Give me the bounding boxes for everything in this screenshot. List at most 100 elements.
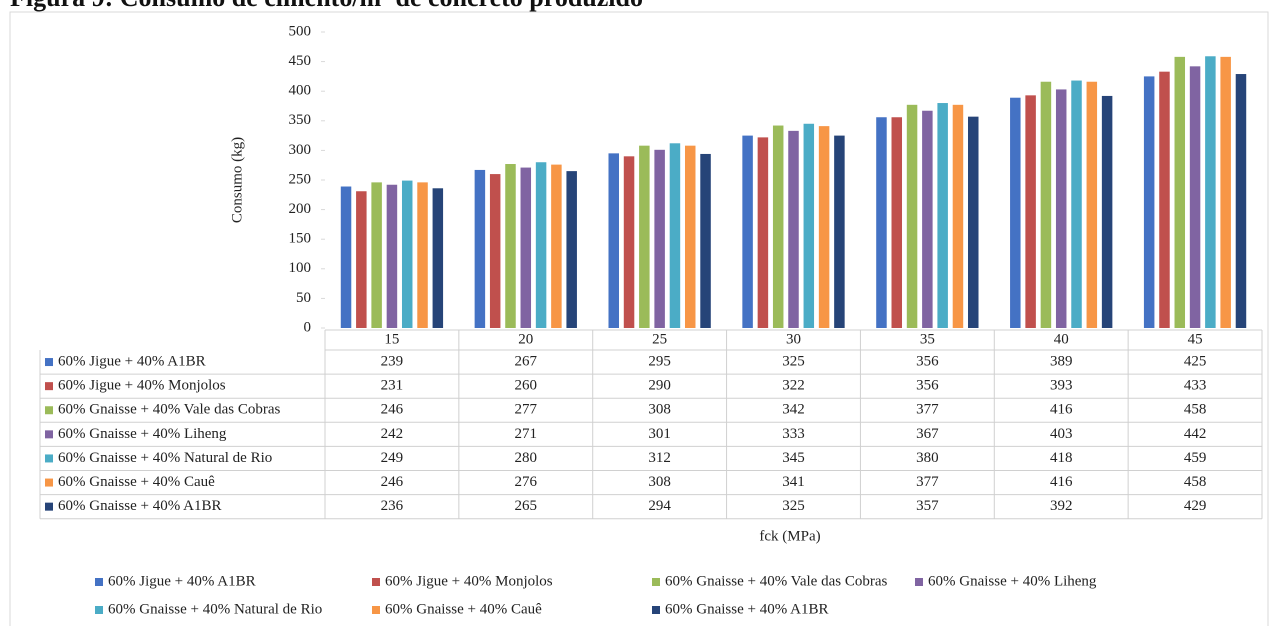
legend-key bbox=[45, 430, 53, 439]
table-value: 392 bbox=[1050, 498, 1073, 514]
table-value: 345 bbox=[782, 450, 805, 466]
table-row-label: 60% Jigue + 40% Monjolos bbox=[58, 378, 226, 394]
x-tick-label: 25 bbox=[652, 331, 667, 347]
bar bbox=[788, 130, 799, 328]
legend-key bbox=[372, 578, 380, 586]
table-value: 242 bbox=[381, 426, 404, 442]
bar bbox=[608, 153, 619, 328]
bar bbox=[505, 164, 516, 328]
table-value: 295 bbox=[648, 353, 671, 369]
table-value: 459 bbox=[1184, 450, 1207, 466]
table-value: 429 bbox=[1184, 498, 1207, 514]
bar bbox=[876, 117, 887, 328]
bar bbox=[623, 156, 635, 328]
table-value: 325 bbox=[782, 498, 805, 514]
table-value: 433 bbox=[1184, 378, 1207, 394]
legend-label: 60% Gnaisse + 40% Natural de Rio bbox=[108, 601, 322, 617]
bar bbox=[669, 143, 681, 328]
table-value: 458 bbox=[1184, 474, 1207, 490]
table-row-label: 60% Gnaisse + 40% Natural de Rio bbox=[58, 450, 272, 466]
table-row-label: 60% Gnaisse + 40% Cauê bbox=[58, 474, 215, 490]
bar bbox=[401, 180, 413, 328]
bar bbox=[968, 116, 979, 328]
table-value: 308 bbox=[648, 474, 671, 490]
legend-key bbox=[372, 606, 380, 614]
bar bbox=[1086, 81, 1098, 328]
table-value: 356 bbox=[916, 353, 939, 369]
y-tick-label: 50 bbox=[296, 290, 311, 306]
legend-key bbox=[45, 406, 53, 415]
x-tick-label: 20 bbox=[518, 331, 533, 347]
legend-key bbox=[95, 578, 103, 586]
y-tick-label: 450 bbox=[289, 53, 312, 69]
bar bbox=[639, 145, 650, 328]
table-value: 280 bbox=[515, 450, 538, 466]
table-value: 418 bbox=[1050, 450, 1073, 466]
table-value: 249 bbox=[381, 450, 404, 466]
bar bbox=[1174, 56, 1186, 328]
y-axis-title: Consumo (kg) bbox=[229, 137, 245, 223]
y-tick-label: 250 bbox=[289, 171, 312, 187]
table-value: 325 bbox=[782, 353, 805, 369]
bar bbox=[1189, 66, 1201, 328]
bar bbox=[566, 171, 577, 328]
bar bbox=[684, 145, 696, 328]
legend-key bbox=[45, 478, 53, 487]
bar bbox=[1235, 74, 1247, 328]
bar bbox=[1071, 80, 1082, 328]
bar bbox=[952, 104, 964, 328]
bar bbox=[700, 153, 711, 328]
bar bbox=[922, 110, 933, 329]
table-value: 322 bbox=[782, 378, 805, 394]
table-value: 231 bbox=[381, 378, 404, 394]
legend-key bbox=[45, 454, 53, 463]
table-row-label: 60% Jigue + 40% A1BR bbox=[58, 353, 206, 369]
bar bbox=[432, 188, 444, 328]
bar bbox=[551, 164, 562, 328]
table-value: 356 bbox=[916, 378, 939, 394]
legend-key bbox=[915, 578, 923, 586]
table-row-label: 60% Gnaisse + 40% Vale das Cobras bbox=[58, 402, 280, 418]
table-value: 265 bbox=[515, 498, 538, 514]
y-tick-label: 150 bbox=[289, 231, 312, 247]
table-value: 239 bbox=[381, 353, 404, 369]
bar bbox=[386, 184, 398, 328]
table-value: 393 bbox=[1050, 378, 1073, 394]
bar bbox=[474, 169, 486, 328]
y-tick-label: 100 bbox=[289, 260, 312, 276]
bar bbox=[937, 103, 948, 328]
table-value: 341 bbox=[782, 474, 805, 490]
x-axis-title: fck (MPa) bbox=[759, 528, 820, 544]
bar bbox=[1025, 95, 1036, 329]
bar bbox=[772, 125, 784, 328]
table-row-label: 60% Gnaisse + 40% A1BR bbox=[58, 498, 221, 514]
legend-label: 60% Gnaisse + 40% Liheng bbox=[928, 573, 1097, 589]
table-value: 271 bbox=[515, 426, 538, 442]
bar bbox=[417, 182, 428, 328]
table-value: 367 bbox=[916, 426, 939, 442]
bar bbox=[1101, 95, 1113, 328]
x-tick-label: 30 bbox=[786, 331, 801, 347]
bar bbox=[742, 135, 753, 328]
legend-label: 60% Jigue + 40% A1BR bbox=[108, 573, 256, 589]
y-tick-label: 300 bbox=[289, 142, 312, 158]
legend-key bbox=[45, 502, 53, 511]
table-value: 425 bbox=[1184, 353, 1207, 369]
bar bbox=[834, 135, 845, 328]
bar bbox=[356, 191, 367, 328]
table-value: 246 bbox=[381, 402, 404, 418]
bar bbox=[818, 126, 830, 329]
bar bbox=[1220, 56, 1231, 328]
table-value: 301 bbox=[648, 426, 671, 442]
chart-title: Figura 9: Consumo de cimento/m³ de concr… bbox=[10, 0, 643, 12]
y-tick-label: 500 bbox=[289, 23, 312, 39]
chart-frame bbox=[9, 11, 1269, 626]
legend-key bbox=[95, 606, 103, 614]
table-value: 312 bbox=[648, 450, 671, 466]
table-value: 342 bbox=[782, 402, 805, 418]
table-value: 357 bbox=[916, 498, 939, 514]
x-tick-label: 35 bbox=[920, 331, 935, 347]
legend-key bbox=[652, 606, 660, 614]
table-value: 416 bbox=[1050, 474, 1073, 490]
legend-key bbox=[652, 578, 660, 586]
